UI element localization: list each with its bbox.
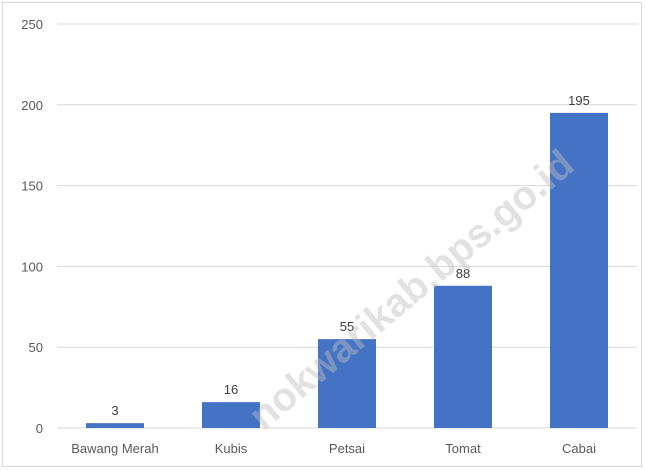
- x-tick-label: Bawang Merah: [71, 441, 158, 456]
- x-tick-label: Tomat: [445, 441, 481, 456]
- bar: [550, 112, 608, 428]
- y-tick-label: 150: [21, 179, 43, 194]
- data-label: 195: [568, 93, 590, 108]
- x-tick-label: Petsai: [329, 441, 365, 456]
- x-tick-label: Cabai: [562, 441, 596, 456]
- x-tick-label: Kubis: [215, 441, 248, 456]
- bars: [86, 112, 608, 428]
- bar: [318, 339, 376, 428]
- watermark: nokwarikab.bps.go.id: [241, 142, 583, 439]
- y-tick-label: 100: [21, 259, 43, 274]
- x-axis-categories: Bawang Merah Kubis Petsai Tomat Cabai: [71, 441, 596, 456]
- gridlines: [57, 23, 637, 429]
- y-tick-label: 200: [21, 98, 43, 113]
- data-label: 55: [340, 319, 354, 334]
- data-label: 3: [111, 403, 118, 418]
- y-axis-ticks: 0 50 100 150 200 250: [21, 17, 43, 436]
- y-tick-label: 250: [21, 17, 43, 32]
- data-label: 88: [456, 266, 470, 281]
- bar: [86, 423, 144, 428]
- y-tick-label: 0: [36, 421, 43, 436]
- data-label: 16: [224, 382, 238, 397]
- y-tick-label: 50: [29, 340, 43, 355]
- bar: [434, 285, 492, 428]
- data-labels: 3 16 55 88 195: [111, 93, 589, 418]
- bar: [202, 402, 260, 428]
